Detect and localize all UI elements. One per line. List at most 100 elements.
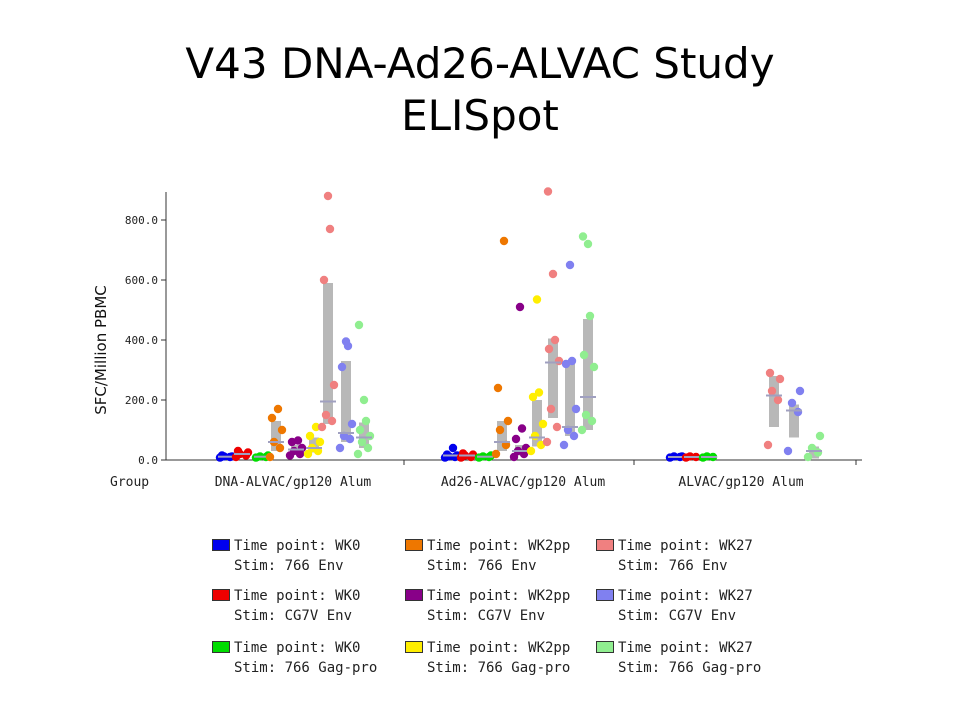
legend-label-line2: Stim: 766 Gag-pro	[427, 660, 571, 676]
data-point	[544, 344, 554, 354]
group-label: DNA-ALVAC/gp120 Alum	[215, 475, 372, 490]
group-label: ALVAC/gp120 Alum	[678, 475, 803, 490]
legend-label-line2: Stim: 766 Env	[427, 558, 537, 574]
data-point	[311, 422, 321, 432]
legend-label: Time point: WK27 Stim: 766 Env	[618, 536, 753, 576]
legend-item: Time point: WK0 Stim: 766 Env	[212, 536, 412, 580]
data-point	[511, 434, 521, 444]
iqr-bar	[359, 422, 369, 448]
legend-label-line2: Stim: 766 Gag-pro	[234, 660, 378, 676]
title-line-2: ELISpot	[401, 91, 559, 140]
legend-item: Time point: WK27 Stim: 766 Env	[596, 536, 796, 580]
data-point	[793, 407, 803, 417]
legend-item: Time point: WK2pp Stim: 766 Gag-pro	[405, 638, 605, 682]
slide-title: V43 DNA-Ad26-ALVAC Study ELISpot	[0, 38, 960, 142]
data-point	[538, 419, 548, 429]
y-tick-label: 800.0	[125, 214, 158, 227]
data-point	[321, 410, 331, 420]
data-point	[515, 302, 525, 312]
data-point	[277, 425, 287, 435]
legend-swatch	[212, 589, 230, 601]
data-point	[289, 446, 299, 456]
group-label: Ad26-ALVAC/gp120 Alum	[441, 475, 606, 490]
data-point	[579, 350, 589, 360]
data-point	[571, 404, 581, 414]
data-point	[795, 386, 805, 396]
legend-swatch	[596, 589, 614, 601]
iqr-bar	[548, 338, 558, 418]
data-point	[565, 260, 575, 270]
legend-label-line1: Time point: WK27	[618, 640, 753, 656]
data-point	[325, 224, 335, 234]
iqr-bar	[789, 404, 799, 438]
legend-label-line2: Stim: CG7V Env	[234, 608, 353, 624]
iqr-bar	[565, 361, 575, 436]
legend-item: Time point: WK27 Stim: 766 Gag-pro	[596, 638, 796, 682]
legend-label-line1: Time point: WK2pp	[427, 538, 571, 554]
data-point	[548, 269, 558, 279]
legend-item: Time point: WK2pp Stim: 766 Env	[405, 536, 605, 580]
iqr-bar	[271, 421, 281, 451]
y-tick-label: 400.0	[125, 334, 158, 347]
data-point	[569, 431, 579, 441]
data-point	[583, 239, 593, 249]
data-point	[578, 232, 588, 241]
data-point	[815, 431, 825, 441]
legend-label: Time point: WK27 Stim: CG7V Env	[618, 586, 753, 626]
data-point	[550, 335, 560, 345]
data-point	[265, 452, 275, 462]
legend-swatch	[212, 641, 230, 653]
data-point	[448, 443, 458, 453]
data-point	[323, 191, 333, 201]
legend-item: Time point: WK0 Stim: CG7V Env	[212, 586, 412, 630]
data-point	[327, 416, 337, 426]
legend-label-line1: Time point: WK27	[618, 538, 753, 554]
legend-label: Time point: WK2pp Stim: 766 Env	[427, 536, 570, 576]
data-point	[491, 449, 501, 459]
data-point	[329, 380, 339, 390]
data-point	[543, 187, 553, 196]
data-point	[803, 452, 813, 462]
data-point	[542, 437, 552, 447]
data-point	[787, 398, 797, 408]
legend-swatch	[212, 539, 230, 551]
legend-label: Time point: WK2pp Stim: CG7V Env	[427, 586, 570, 626]
data-point	[589, 362, 599, 372]
data-point	[773, 395, 783, 405]
data-point	[775, 374, 785, 384]
data-point	[532, 295, 542, 304]
data-point	[581, 410, 591, 420]
x-axis-title: Group	[110, 475, 149, 490]
data-point	[495, 425, 505, 435]
data-point	[552, 422, 562, 432]
iqr-bar	[583, 319, 593, 430]
legend-swatch	[596, 641, 614, 653]
legend-label-line2: Stim: CG7V Env	[427, 608, 546, 624]
data-point	[335, 443, 345, 453]
data-point	[361, 416, 371, 426]
y-axis-label: SFC/Million PBMC	[92, 285, 110, 415]
data-point	[765, 368, 775, 378]
data-point	[293, 436, 303, 445]
data-point	[517, 424, 527, 433]
legend-item: Time point: WK2pp Stim: CG7V Env	[405, 586, 605, 630]
legend-swatch	[596, 539, 614, 551]
data-point	[567, 356, 577, 366]
data-point	[273, 404, 283, 414]
data-point	[341, 337, 351, 346]
data-point	[767, 386, 777, 396]
data-point	[267, 413, 277, 423]
data-point	[243, 448, 253, 457]
data-point	[365, 431, 375, 441]
iqr-bar	[769, 376, 779, 427]
data-point	[499, 236, 509, 246]
data-point	[559, 440, 569, 450]
data-point	[305, 431, 315, 441]
data-point	[503, 416, 513, 426]
data-point	[528, 392, 538, 402]
legend-label-line1: Time point: WK0	[234, 538, 361, 554]
data-point	[363, 443, 373, 453]
iqr-bar	[497, 421, 507, 451]
legend-label-line1: Time point: WK0	[234, 588, 361, 604]
data-point	[359, 395, 369, 405]
